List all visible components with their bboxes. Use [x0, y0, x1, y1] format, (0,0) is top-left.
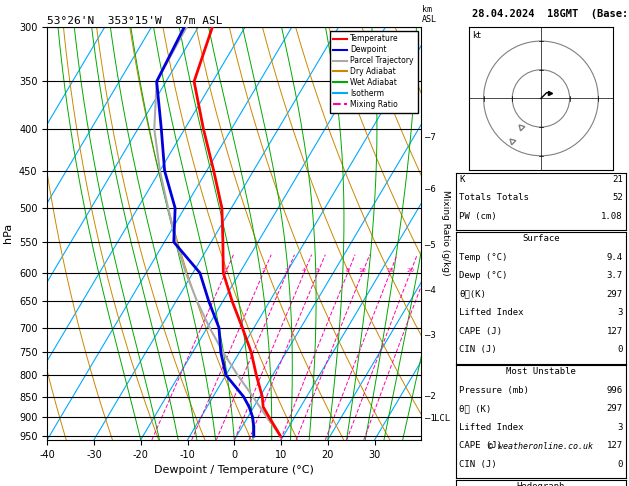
Text: Lifted Index: Lifted Index — [459, 308, 524, 317]
Text: CIN (J): CIN (J) — [459, 460, 497, 469]
Text: 3.7: 3.7 — [606, 271, 623, 280]
Text: 0: 0 — [617, 345, 623, 354]
Text: 0: 0 — [617, 460, 623, 469]
Text: 1: 1 — [223, 268, 227, 273]
Text: LCL: LCL — [434, 414, 450, 423]
Text: 297: 297 — [606, 404, 623, 414]
Text: Mixing Ratio (g/kg): Mixing Ratio (g/kg) — [441, 191, 450, 276]
Text: Surface: Surface — [522, 234, 560, 243]
Text: 127: 127 — [606, 441, 623, 451]
Text: θᴇ(K): θᴇ(K) — [459, 290, 486, 299]
Text: 127: 127 — [606, 327, 623, 336]
Text: 297: 297 — [606, 290, 623, 299]
X-axis label: Dewpoint / Temperature (°C): Dewpoint / Temperature (°C) — [154, 465, 314, 475]
Text: 10: 10 — [359, 268, 366, 273]
Text: –3: –3 — [425, 330, 435, 340]
Text: 52: 52 — [612, 193, 623, 203]
Y-axis label: hPa: hPa — [3, 223, 13, 243]
Text: 3: 3 — [617, 308, 623, 317]
Text: kt: kt — [472, 31, 481, 40]
Text: 3: 3 — [285, 268, 289, 273]
Text: 1.08: 1.08 — [601, 212, 623, 221]
Text: 15: 15 — [386, 268, 394, 273]
Text: Dewp (°C): Dewp (°C) — [459, 271, 508, 280]
Text: km
ASL: km ASL — [422, 5, 437, 24]
Text: Pressure (mb): Pressure (mb) — [459, 386, 529, 395]
Text: –6: –6 — [425, 186, 435, 194]
Text: –4: –4 — [425, 286, 435, 295]
Text: Hodograph: Hodograph — [517, 482, 565, 486]
Text: 53°26'N  353°15'W  87m ASL: 53°26'N 353°15'W 87m ASL — [47, 16, 223, 26]
Text: 5: 5 — [316, 268, 320, 273]
Text: 28.04.2024  18GMT  (Base: 12): 28.04.2024 18GMT (Base: 12) — [472, 9, 629, 19]
Text: 9.4: 9.4 — [606, 253, 623, 262]
Text: © weatheronline.co.uk: © weatheronline.co.uk — [489, 442, 593, 451]
Text: Temp (°C): Temp (°C) — [459, 253, 508, 262]
Text: 4: 4 — [302, 268, 306, 273]
Text: PW (cm): PW (cm) — [459, 212, 497, 221]
Text: Totals Totals: Totals Totals — [459, 193, 529, 203]
Text: 20: 20 — [406, 268, 414, 273]
Text: K: K — [459, 175, 465, 184]
Text: –5: –5 — [425, 241, 435, 250]
Text: 996: 996 — [606, 386, 623, 395]
Text: 3: 3 — [617, 423, 623, 432]
Text: 2: 2 — [261, 268, 265, 273]
Text: 21: 21 — [612, 175, 623, 184]
Legend: Temperature, Dewpoint, Parcel Trajectory, Dry Adiabat, Wet Adiabat, Isotherm, Mi: Temperature, Dewpoint, Parcel Trajectory… — [330, 31, 418, 113]
Text: –7: –7 — [425, 133, 435, 142]
Text: CAPE (J): CAPE (J) — [459, 441, 502, 451]
Text: –2: –2 — [425, 392, 435, 401]
Text: 8: 8 — [346, 268, 350, 273]
Text: CAPE (J): CAPE (J) — [459, 327, 502, 336]
Text: Lifted Index: Lifted Index — [459, 423, 524, 432]
Text: –1: –1 — [425, 415, 435, 423]
Text: CIN (J): CIN (J) — [459, 345, 497, 354]
Text: Most Unstable: Most Unstable — [506, 367, 576, 377]
Text: θᴇ (K): θᴇ (K) — [459, 404, 491, 414]
